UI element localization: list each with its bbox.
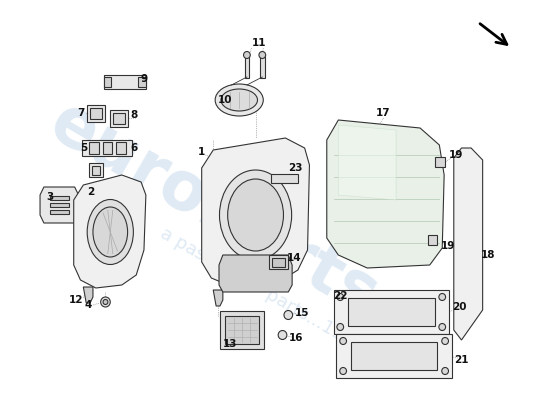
Text: 9: 9 — [140, 74, 147, 84]
Text: 17: 17 — [376, 108, 391, 118]
Polygon shape — [351, 342, 437, 370]
Bar — [260, 56, 265, 78]
Text: 20: 20 — [452, 302, 467, 312]
Ellipse shape — [442, 368, 448, 374]
Text: 15: 15 — [294, 308, 309, 318]
Ellipse shape — [439, 294, 446, 300]
Text: 13: 13 — [223, 339, 238, 349]
Bar — [221, 311, 264, 349]
Ellipse shape — [219, 170, 292, 260]
Ellipse shape — [215, 84, 263, 116]
Text: 19: 19 — [441, 241, 455, 251]
Bar — [103, 77, 111, 87]
Text: 14: 14 — [287, 253, 301, 263]
Ellipse shape — [228, 179, 283, 251]
Ellipse shape — [278, 330, 287, 340]
Bar — [245, 56, 249, 78]
Text: 1: 1 — [198, 147, 205, 157]
Text: 18: 18 — [481, 250, 496, 260]
Text: 7: 7 — [78, 108, 85, 118]
Text: 19: 19 — [448, 150, 463, 160]
Text: 5: 5 — [80, 143, 87, 153]
Ellipse shape — [259, 52, 266, 58]
Bar — [113, 112, 125, 124]
Bar — [87, 104, 104, 122]
Bar — [116, 142, 125, 154]
Bar — [138, 77, 146, 87]
Ellipse shape — [103, 300, 108, 304]
Text: 22: 22 — [333, 291, 348, 301]
Polygon shape — [348, 298, 434, 326]
Text: 10: 10 — [218, 95, 232, 105]
Polygon shape — [213, 290, 223, 306]
Ellipse shape — [340, 368, 346, 374]
Bar — [272, 258, 285, 266]
Bar — [90, 108, 102, 118]
Polygon shape — [333, 290, 449, 334]
Bar — [50, 203, 69, 207]
Bar — [428, 235, 437, 245]
Bar — [269, 255, 288, 269]
Text: 6: 6 — [131, 143, 138, 153]
Ellipse shape — [87, 200, 133, 264]
Ellipse shape — [442, 338, 448, 344]
Bar — [89, 142, 99, 154]
Text: 3: 3 — [46, 192, 53, 202]
Bar — [89, 163, 103, 177]
Ellipse shape — [221, 89, 257, 111]
Ellipse shape — [284, 310, 293, 320]
Text: 21: 21 — [454, 355, 469, 365]
Polygon shape — [338, 125, 396, 200]
Polygon shape — [337, 334, 452, 378]
Text: 4: 4 — [85, 300, 92, 310]
Polygon shape — [202, 138, 310, 286]
Ellipse shape — [93, 207, 128, 257]
Text: a passion for parts...1985: a passion for parts...1985 — [157, 224, 366, 356]
Text: 16: 16 — [289, 333, 303, 343]
Ellipse shape — [340, 338, 346, 344]
Polygon shape — [84, 287, 93, 303]
Ellipse shape — [244, 52, 250, 58]
Polygon shape — [103, 75, 146, 89]
Polygon shape — [219, 255, 292, 292]
Polygon shape — [327, 120, 444, 268]
Polygon shape — [74, 175, 146, 288]
Ellipse shape — [337, 324, 344, 330]
Bar — [436, 157, 445, 167]
Text: euroParts: euroParts — [37, 90, 389, 330]
Polygon shape — [454, 148, 483, 340]
Polygon shape — [40, 187, 79, 223]
Text: 2: 2 — [87, 187, 95, 197]
Ellipse shape — [439, 324, 446, 330]
Bar — [226, 316, 259, 344]
Text: 11: 11 — [252, 38, 267, 48]
Bar — [50, 210, 69, 214]
Bar — [50, 196, 69, 200]
Bar — [271, 174, 298, 182]
Text: 8: 8 — [131, 110, 138, 120]
Bar — [91, 166, 100, 174]
Bar — [111, 110, 128, 126]
Text: 12: 12 — [68, 295, 83, 305]
Text: 23: 23 — [288, 163, 303, 173]
Bar — [103, 142, 112, 154]
Polygon shape — [82, 140, 133, 156]
Ellipse shape — [101, 297, 111, 307]
Ellipse shape — [337, 294, 344, 300]
